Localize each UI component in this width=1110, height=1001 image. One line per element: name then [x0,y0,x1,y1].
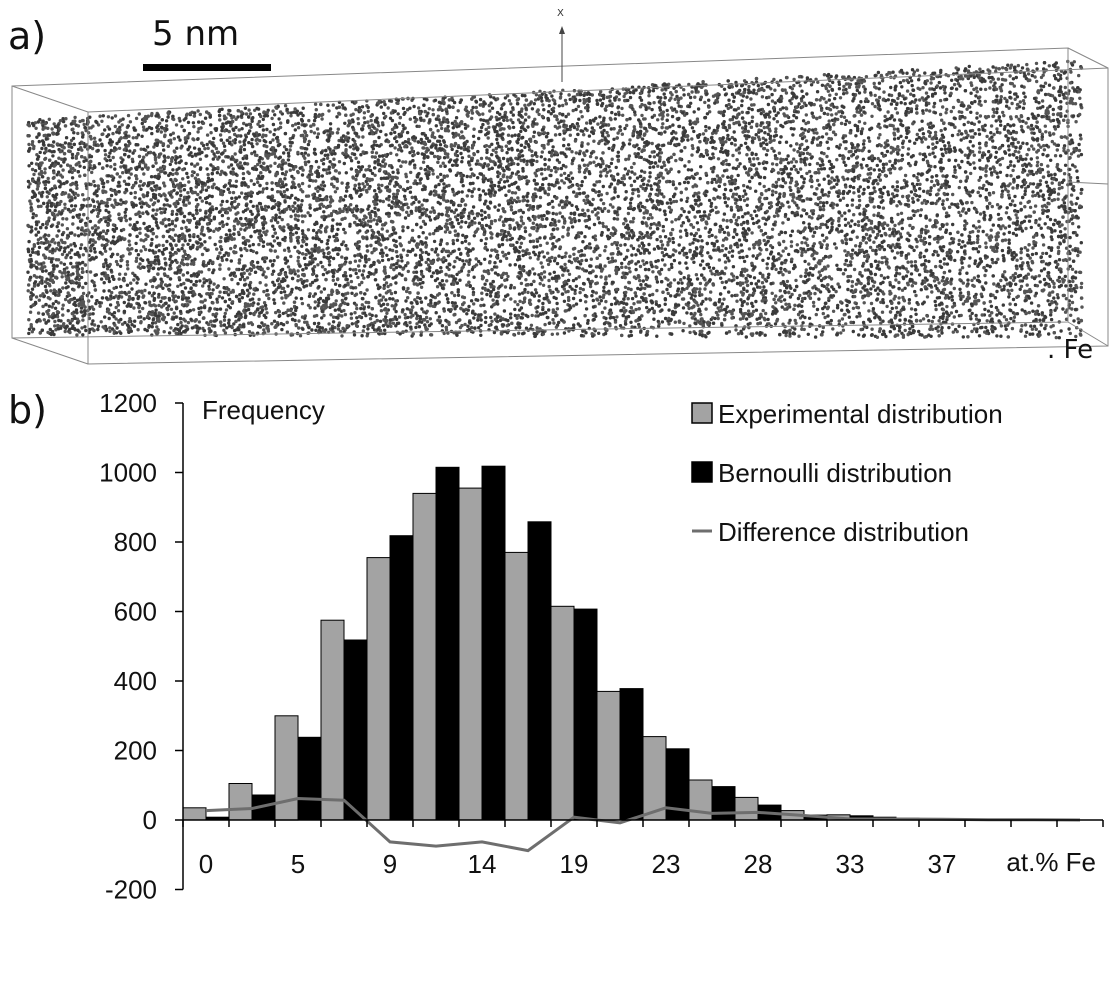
atom-dots [26,59,1084,340]
legend-swatch-bernoulli [691,461,713,483]
legend-swatch-experimental [691,402,713,424]
bar-experimental [550,605,575,821]
scale-bar-label: 5 nm [152,14,240,54]
y-tick-label: 600 [114,597,157,627]
panel-b-label: b) [8,388,47,432]
y-axis-label: Frequency [202,395,325,425]
box-edge [1067,47,1109,69]
x-tick-label: 9 [383,849,397,879]
bar-experimental [274,715,299,821]
y-tick-labels: -200 0 200 400 600 800 1000 1200 [99,388,157,905]
box-edge [11,85,89,113]
x-tick-label: 19 [560,849,589,879]
panel-a-label: a) [8,14,47,58]
bar-bernoulli [711,786,736,821]
bar-bernoulli [527,521,552,821]
x-axis-label: at.% Fe [1006,847,1096,877]
axis-x-arrowhead [559,26,565,34]
bar-experimental [504,551,529,821]
x-tick-labels: 0 5 9 14 19 23 28 33 37 [199,849,957,879]
legend-label-difference: Difference distribution [718,517,969,547]
legend-label-experimental: Experimental distribution [718,399,1003,429]
y-tick-label: 1000 [99,458,157,488]
y-tick-label: 200 [114,736,157,766]
x-tick-label: 5 [291,849,305,879]
x-tick-label: 37 [928,849,957,879]
bar-bernoulli [297,736,322,821]
bar-experimental [734,796,759,821]
y-tick-label: -200 [105,875,157,905]
legend-label-bernoulli: Bernoulli distribution [718,458,952,488]
species-label: . Fe [1047,335,1094,365]
x-tick-label: 33 [836,849,865,879]
bar-bernoulli [573,608,598,821]
bar-bernoulli [343,639,368,821]
box-edge [11,337,89,365]
bar-experimental [182,807,207,821]
box-edge [1067,181,1109,185]
bar-bernoulli [389,535,414,821]
bar-bernoulli [435,466,460,821]
y-tick-label: 0 [143,805,157,835]
legend: Experimental distribution Bernoulli dist… [691,399,1003,547]
bar-experimental [412,492,437,821]
bar-bernoulli [481,465,506,821]
atom-map [11,26,1109,365]
bar-experimental [228,783,253,821]
scale-bar [143,64,271,71]
box-edge [1067,321,1109,347]
y-tick-label: 1200 [99,388,157,418]
axis-x-marker: X [557,8,564,19]
x-tick-label: 28 [744,849,773,879]
x-tick-label: 23 [652,849,681,879]
bar-bernoulli [619,688,644,821]
bar-experimental [458,487,483,821]
bounding-box [11,47,1109,365]
bar-experimental [366,557,391,821]
bar-experimental [596,690,621,821]
bar-experimental [320,619,345,821]
y-tick-label: 400 [114,666,157,696]
x-tick-label: 14 [468,849,497,879]
x-tick-label: 0 [199,849,213,879]
y-tick-label: 800 [114,527,157,557]
histogram-chart: -200 0 200 400 600 800 1000 1200 0 5 9 14 19 23 28 33 3… [99,388,1104,905]
axes [175,402,1104,891]
